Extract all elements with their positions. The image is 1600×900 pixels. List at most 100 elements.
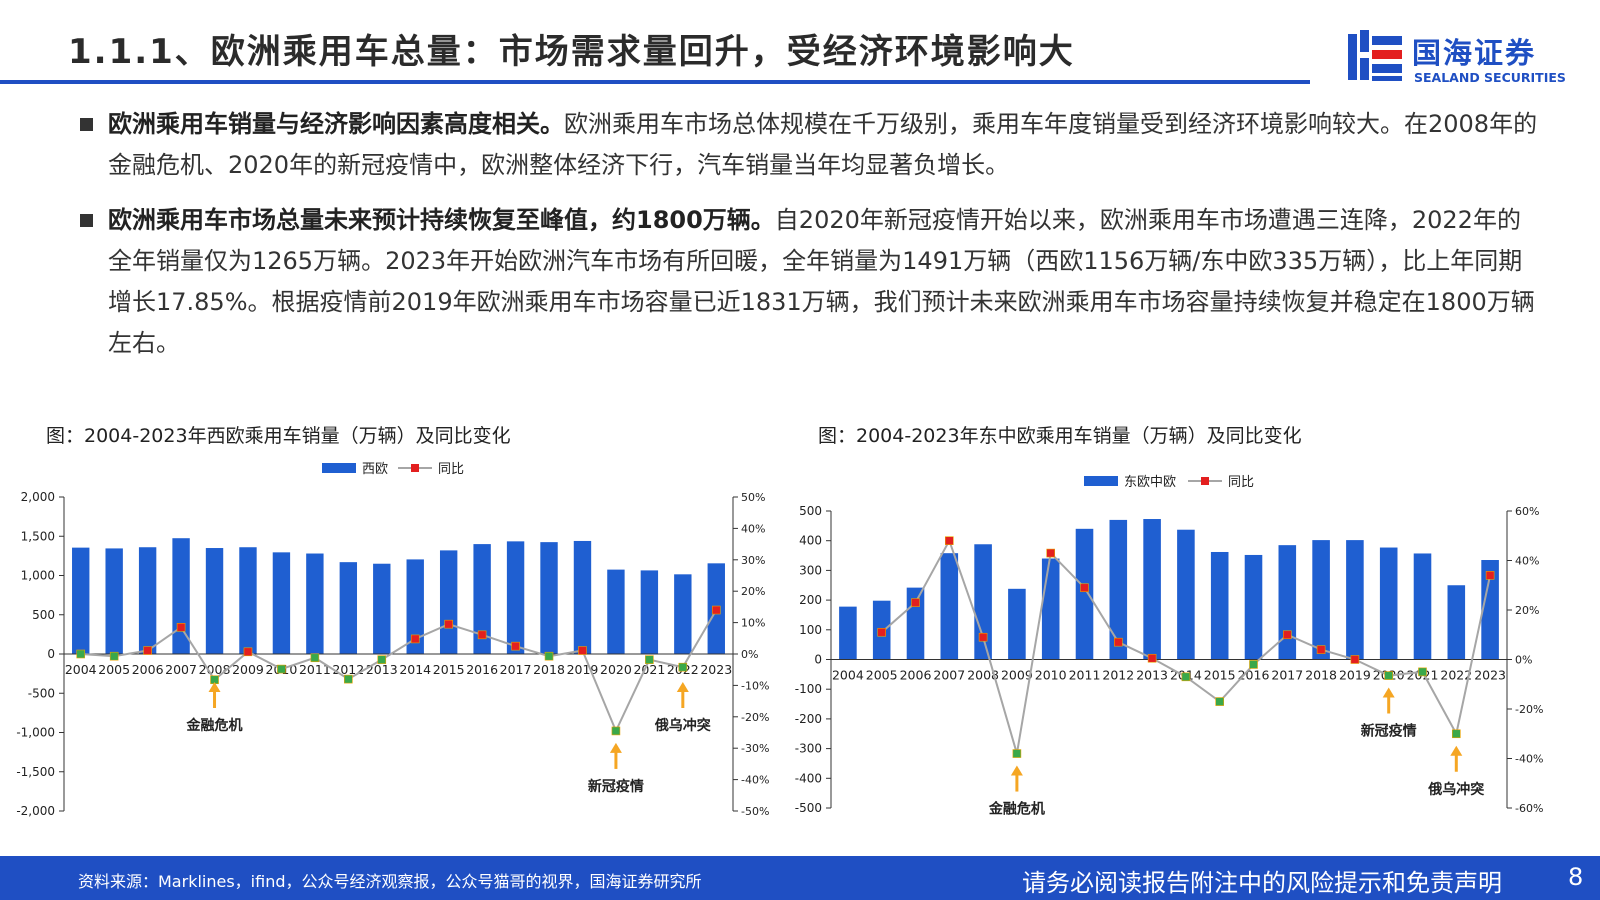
x-tick-label: 2018	[1305, 668, 1337, 683]
chart-title-western-europe: 图：2004-2023年西欧乘用车销量（万辆）及同比变化	[46, 425, 511, 447]
x-tick-label: 2012	[332, 662, 364, 677]
yoy-point-2007	[176, 623, 186, 632]
bar-2015	[1210, 551, 1229, 660]
yoy-point-2004	[76, 649, 86, 659]
bar-2016	[1244, 554, 1263, 660]
yoy-point-2023	[711, 605, 721, 615]
yoy-point-2014	[410, 634, 420, 644]
company-logo: 国海证券 SEALAND SECURITIES	[1346, 28, 1576, 88]
x-tick-label: 2006	[900, 668, 932, 683]
yoy-point-2020	[1384, 671, 1394, 680]
left-tick-label: -500	[28, 686, 55, 700]
bar-2021	[1413, 553, 1432, 660]
logo-text-en: SEALAND SECURITIES	[1414, 70, 1566, 85]
yoy-point-2012	[344, 674, 353, 684]
footer-bar: 资料来源：Marklines，ifind，公众号经济观察报，公众号猫哥的视界，国…	[0, 856, 1600, 900]
x-tick-label: 2004	[832, 668, 864, 683]
bar-2009	[1008, 588, 1026, 660]
bar-2008	[205, 548, 224, 654]
bullet-square-icon	[80, 214, 93, 227]
right-tick-label: 40%	[1515, 555, 1539, 568]
chart-central-eastern-europe: 500 400 300 200 100 0 -100 -200 -300 -400 -500 60% 4…	[795, 475, 1544, 818]
bar-2023	[1481, 560, 1499, 660]
yoy-point-2019	[578, 646, 587, 655]
sealand-logo-icon	[1348, 30, 1402, 81]
x-tick-label: 2004	[65, 662, 97, 677]
yoy-point-2020	[611, 726, 621, 736]
yoy-point-2018	[1316, 645, 1326, 654]
legend-line-marker	[411, 464, 419, 472]
yoy-point-2006	[143, 646, 152, 655]
yoy-point-2015	[1215, 697, 1225, 706]
legend-line-marker	[1201, 477, 1209, 485]
annotation-label: 俄乌冲突	[1427, 781, 1484, 798]
x-tick-label: 2019	[567, 662, 599, 677]
right-tick-label: -50%	[741, 805, 769, 818]
annotation-arrow-icon	[208, 682, 221, 692]
bar-2011	[1075, 528, 1094, 660]
x-tick-label: 2011	[299, 662, 331, 677]
x-tick-label: 2010	[1035, 668, 1067, 683]
yoy-point-2022	[1451, 729, 1461, 739]
bullet-heading: 欧洲乘用车市场总量未来预计持续恢复至峰值，约1800万辆。	[108, 206, 775, 234]
bar-2020	[1379, 547, 1398, 660]
legend-bar-label: 西欧	[362, 462, 388, 477]
annotation-label: 俄乌冲突	[654, 717, 711, 734]
yoy-point-2017	[511, 641, 520, 651]
page-title: 1.1.1、欧洲乘用车总量：市场需求量回升，受经济环境影响大	[68, 32, 1075, 72]
left-tick-label: 300	[799, 563, 822, 577]
yoy-point-2015	[444, 619, 453, 629]
x-tick-label: 2007	[165, 662, 197, 677]
right-tick-label: 60%	[1515, 505, 1539, 518]
x-tick-label: 2016	[1238, 668, 1270, 683]
left-tick-label: -1,000	[16, 726, 55, 740]
yoy-point-2019	[1350, 655, 1360, 664]
legend-bar-swatch	[322, 463, 356, 473]
x-tick-label: 2005	[98, 662, 130, 677]
legend-line-label: 同比	[438, 462, 464, 477]
x-tick-label: 2021	[633, 662, 665, 677]
annotation-arrow-icon	[676, 682, 689, 692]
yoy-point-2010	[1046, 548, 1056, 558]
x-tick-label: 2008	[967, 668, 999, 683]
x-tick-label: 2019	[1339, 668, 1371, 683]
right-tick-label: -30%	[741, 742, 769, 755]
bar-2017	[506, 541, 525, 654]
right-tick-label: -40%	[741, 774, 769, 787]
bar-2012	[339, 562, 358, 654]
bar-2007	[172, 538, 190, 654]
yoy-point-2014	[1181, 672, 1191, 682]
bar-2010	[1041, 558, 1060, 660]
bar-2014	[406, 559, 424, 654]
right-tick-label: -10%	[741, 679, 769, 692]
left-tick-label: 0	[47, 647, 55, 661]
legend-line-label: 同比	[1228, 475, 1254, 490]
left-tick-label: 0	[814, 653, 822, 667]
logo-text-cn: 国海证券	[1412, 36, 1537, 70]
left-tick-label: -100	[795, 682, 822, 696]
legend-bar-label: 东欧中欧	[1124, 475, 1176, 490]
footer-disclaimer: 请务必阅读报告附注中的风险提示和免责声明	[1022, 869, 1502, 897]
left-tick-label: -400	[795, 771, 822, 785]
yoy-point-2008	[978, 632, 988, 642]
bullet-item: 欧洲乘用车市场总量未来预计持续恢复至峰值，约1800万辆。自2020年新冠疫情开…	[78, 200, 1538, 364]
right-tick-label: 30%	[741, 554, 765, 567]
bar-2018	[1312, 540, 1330, 660]
bar-2015	[439, 550, 458, 654]
bar-2012	[1109, 519, 1128, 660]
left-tick-label: 100	[799, 623, 822, 637]
left-tick-label: 400	[799, 534, 822, 548]
annotation-arrow-icon	[1382, 687, 1395, 698]
bar-2019	[1346, 540, 1364, 660]
left-tick-label: 500	[799, 504, 822, 518]
annotation-label: 金融危机	[988, 801, 1045, 818]
bar-2022	[1447, 585, 1466, 660]
bar-2021	[640, 570, 659, 654]
bar-2013	[373, 563, 391, 654]
yoy-point-2013	[1147, 653, 1157, 663]
yoy-line	[80, 609, 718, 734]
right-tick-label: 20%	[741, 585, 765, 598]
bar-2004	[72, 547, 90, 654]
chart-western-europe: 2,000 1,500 1,000 500 0 -500 -1,000 -1,500 -2,00…	[16, 462, 769, 818]
right-tick-label: -60%	[1515, 802, 1543, 815]
